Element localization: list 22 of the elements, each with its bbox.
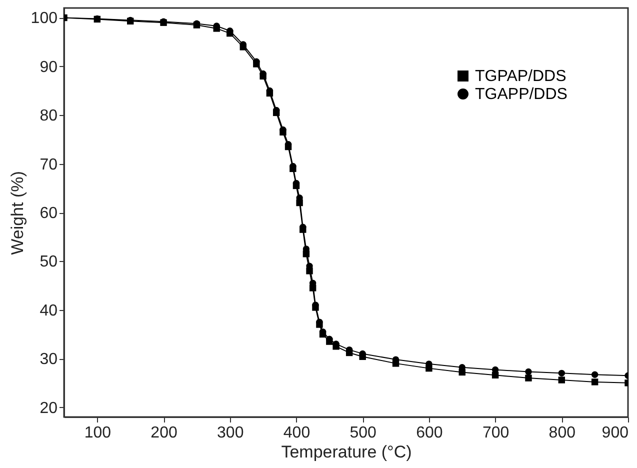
y-tick-label: 20 (40, 400, 58, 417)
x-tick-label: 400 (283, 424, 310, 442)
x-tick-label: 700 (482, 424, 510, 442)
legend-label: TGPAP/DDS (475, 68, 566, 85)
y-tick-label: 40 (40, 302, 58, 320)
x-tick-label: 100 (84, 424, 112, 442)
y-axis-title: Weight (%) (8, 171, 27, 255)
x-axis-title: Temperature (°C) (281, 442, 412, 462)
x-tick-label: 500 (350, 424, 377, 442)
x-tick-label: 300 (217, 424, 244, 442)
y-tick-label: 60 (40, 205, 58, 222)
x-tick-label: 900 (602, 424, 629, 442)
y-tick-label: 100 (30, 10, 58, 28)
y-tick-label: 70 (40, 156, 58, 174)
y-tick-label: 50 (40, 254, 58, 271)
x-tick-label: 800 (548, 424, 576, 442)
y-tick-label: 90 (40, 58, 58, 76)
legend-label: TGAPP/DDS (475, 86, 568, 103)
y-tick-label: 80 (40, 108, 58, 125)
x-tick-label: 200 (150, 424, 178, 442)
y-tick-label: 30 (40, 351, 58, 368)
x-tick-label: 600 (416, 424, 443, 442)
